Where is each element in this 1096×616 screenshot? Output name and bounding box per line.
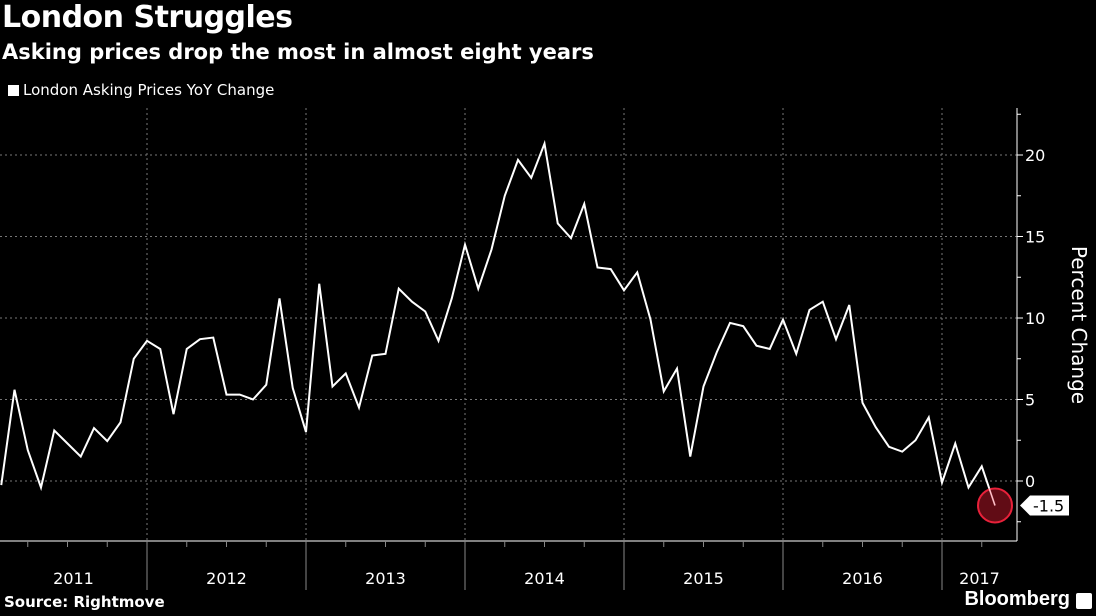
brand-logo: Bloomberg [964,588,1070,610]
x-tick-label: 2015 [683,569,724,588]
x-tick-label: 2013 [365,569,406,588]
value-callout [1020,495,1069,516]
y-tick-label: 10 [1025,309,1045,328]
legend-label: London Asking Prices YoY Change [23,81,275,99]
highlight-line-segment [988,487,996,506]
x-tick-label: 2016 [842,569,883,588]
bloomberg-chart-icon [1076,593,1092,609]
chart-subtitle: Asking prices drop the most in almost ei… [2,40,594,64]
y-tick-label: 15 [1025,228,1045,247]
y-tick-label: 5 [1025,391,1035,410]
y-axis-label: Percent Change [1067,246,1091,404]
source-note: Source: Rightmove [4,593,165,611]
legend: London Asking Prices YoY Change [8,81,274,99]
legend-swatch [8,84,19,96]
x-tick-label: 2017 [959,569,1000,588]
series-line [0,139,996,506]
x-tick-label: 2012 [206,569,247,588]
x-tick-label: 2011 [53,569,94,588]
chart-title: London Struggles [2,0,293,35]
value-callout-label: -1.5 [1033,496,1064,515]
y-tick-label: 0 [1025,472,1035,491]
y-tick-label: 20 [1025,146,1045,165]
x-tick-label: 2014 [524,569,565,588]
